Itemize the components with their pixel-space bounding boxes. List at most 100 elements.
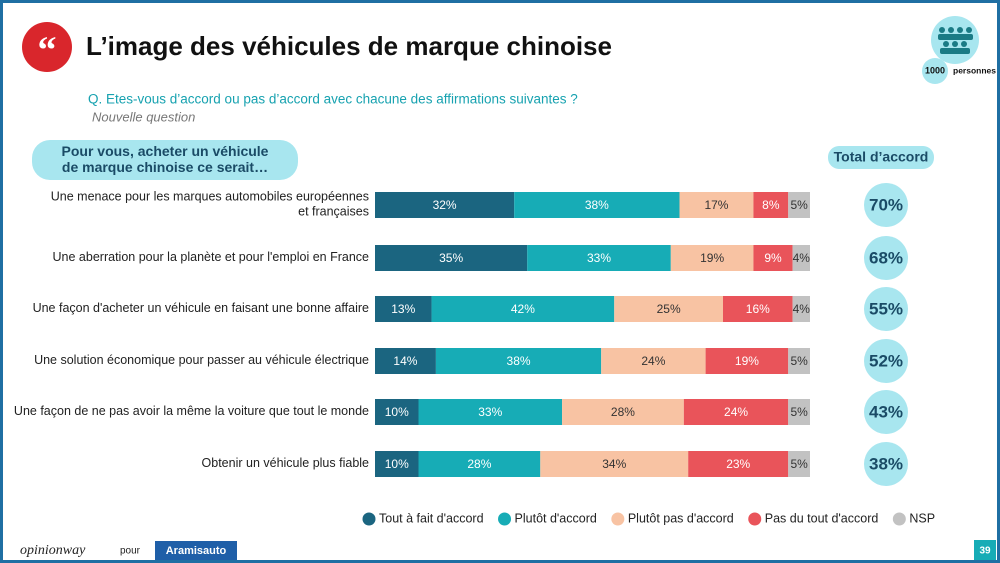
legend-swatch	[362, 512, 376, 526]
bar-segment	[683, 399, 789, 425]
bar-segment	[792, 296, 810, 322]
category-label: Une aberration pour la planète et pour l…	[53, 250, 370, 264]
value-label: 25%	[657, 302, 681, 316]
value-label: 4%	[793, 302, 811, 316]
category-header-box	[32, 140, 298, 180]
category-label: Une menace pour les marques automobiles …	[51, 190, 369, 219]
value-label: 38%	[507, 354, 531, 368]
client: Aramisauto	[166, 545, 227, 557]
total-marker	[864, 390, 908, 434]
total-label: 68%	[869, 248, 903, 267]
bar-segment	[375, 348, 436, 374]
bar-segment	[788, 451, 810, 477]
page-box	[974, 540, 996, 560]
bar-segment	[670, 245, 754, 271]
bar-segment	[688, 451, 789, 477]
total-marker	[864, 442, 908, 486]
quote-icon	[22, 22, 72, 72]
connector: pour	[120, 546, 141, 557]
bar-segment	[562, 399, 684, 425]
value-label: 33%	[587, 251, 611, 265]
total-marker	[864, 236, 908, 280]
value-label: 24%	[641, 354, 665, 368]
value-label: 5%	[790, 457, 808, 471]
value-label: 34%	[602, 457, 626, 471]
legend-label: Pas du tout d'accord	[765, 511, 879, 525]
bar-segment	[723, 296, 793, 322]
category-header: Pour vous, acheter un véhicule de marque …	[62, 143, 269, 175]
bar-segment	[375, 451, 419, 477]
total-label: 70%	[869, 195, 903, 214]
legend-label: Plutôt pas d'accord	[628, 511, 734, 525]
bar-segment	[375, 399, 419, 425]
bar-segment	[514, 192, 680, 218]
value-label: 42%	[511, 302, 535, 316]
value-label: 23%	[726, 457, 750, 471]
legend-swatch	[498, 512, 512, 526]
legend-swatch	[748, 512, 762, 526]
value-label: 14%	[393, 354, 417, 368]
bar-segment	[527, 245, 671, 271]
total-label: 38%	[869, 454, 903, 473]
value-label: 10%	[385, 457, 409, 471]
value-label: 33%	[478, 405, 502, 419]
value-label: 16%	[746, 302, 770, 316]
value-label: 19%	[700, 251, 724, 265]
total-label: 43%	[869, 402, 903, 421]
bar-segment	[540, 451, 689, 477]
bar-segment	[788, 348, 810, 374]
total-header-box	[828, 146, 934, 169]
category-label: Une façon d'acheter un véhicule en faisa…	[33, 301, 369, 315]
client-box	[155, 541, 237, 560]
quote-mark: “	[38, 30, 57, 72]
brand: opinionway	[20, 543, 86, 558]
total-marker	[864, 183, 908, 227]
sample-unit: personnes	[953, 65, 996, 75]
category-label: Une façon de ne pas avoir la même la voi…	[14, 404, 369, 418]
total-marker	[864, 287, 908, 331]
value-label: 38%	[585, 198, 609, 212]
value-label: 32%	[433, 198, 457, 212]
value-label: 4%	[793, 251, 811, 265]
value-label: 19%	[735, 354, 759, 368]
value-label: 35%	[439, 251, 463, 265]
legend-label: NSP	[909, 511, 935, 525]
question: Q. Etes-vous d’accord ou pas d’accord av…	[88, 92, 578, 107]
bar-segment	[788, 192, 810, 218]
total-label: 55%	[869, 299, 903, 318]
bar-segment	[431, 296, 615, 322]
total-header: Total d’accord	[834, 149, 929, 165]
value-label: 13%	[391, 302, 415, 316]
bar-segment	[614, 296, 723, 322]
bar-segment	[435, 348, 602, 374]
value-label: 10%	[385, 405, 409, 419]
total-marker	[864, 339, 908, 383]
bar-segment	[601, 348, 706, 374]
bar-segment	[753, 192, 789, 218]
legend-label: Tout à fait d'accord	[379, 511, 484, 525]
total-label: 52%	[869, 351, 903, 370]
value-label: 8%	[762, 198, 780, 212]
legend-label: Plutôt d'accord	[515, 511, 597, 525]
legend-swatch	[892, 512, 906, 526]
bar-segment	[375, 192, 515, 218]
category-label: Une solution économique pour passer au v…	[34, 353, 369, 367]
bar-segment	[679, 192, 754, 218]
bar-segment	[705, 348, 789, 374]
value-label: 9%	[764, 251, 782, 265]
category-label: Obtenir un véhicule plus fiable	[202, 456, 370, 470]
people-icon	[922, 16, 979, 84]
bar-segment	[375, 245, 528, 271]
value-label: 28%	[611, 405, 635, 419]
bar-segment	[753, 245, 793, 271]
legend-swatch	[611, 512, 625, 526]
bar-segment	[375, 296, 432, 322]
bar-segment	[788, 399, 810, 425]
bar-segment	[418, 451, 541, 477]
page-number: 39	[979, 546, 991, 557]
bar-segment	[792, 245, 810, 271]
value-label: 5%	[790, 198, 808, 212]
value-label: 24%	[724, 405, 748, 419]
